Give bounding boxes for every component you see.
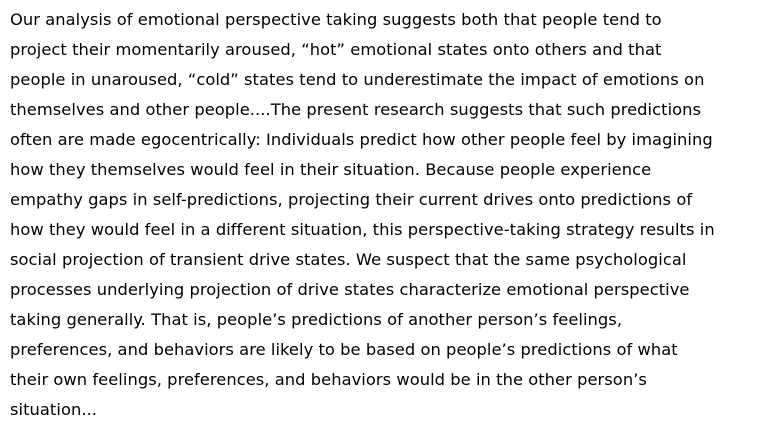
text-line: empathy gaps in self-predictions, projec…: [10, 190, 693, 209]
text-line: people in unaroused, “cold” states tend …: [10, 70, 705, 89]
text-line: often are made egocentrically: Individua…: [10, 130, 713, 149]
text-line: how they would feel in a different situa…: [10, 220, 715, 239]
text-line: taking generally. That is, people’s pred…: [10, 310, 623, 329]
text-passage: Our analysis of emotional perspective ta…: [10, 5, 770, 425]
text-line: their own feelings, preferences, and beh…: [10, 370, 647, 389]
text-line: how they themselves would feel in their …: [10, 160, 652, 179]
text-line: processes underlying projection of drive…: [10, 280, 690, 299]
text-line: project their momentarily aroused, “hot”…: [10, 40, 662, 59]
text-line: social projection of transient drive sta…: [10, 250, 687, 269]
text-line: preferences, and behaviors are likely to…: [10, 340, 678, 359]
text-line: Our analysis of emotional perspective ta…: [10, 10, 662, 29]
text-line: themselves and other people....The prese…: [10, 100, 702, 119]
text-line: situation...: [10, 400, 97, 419]
